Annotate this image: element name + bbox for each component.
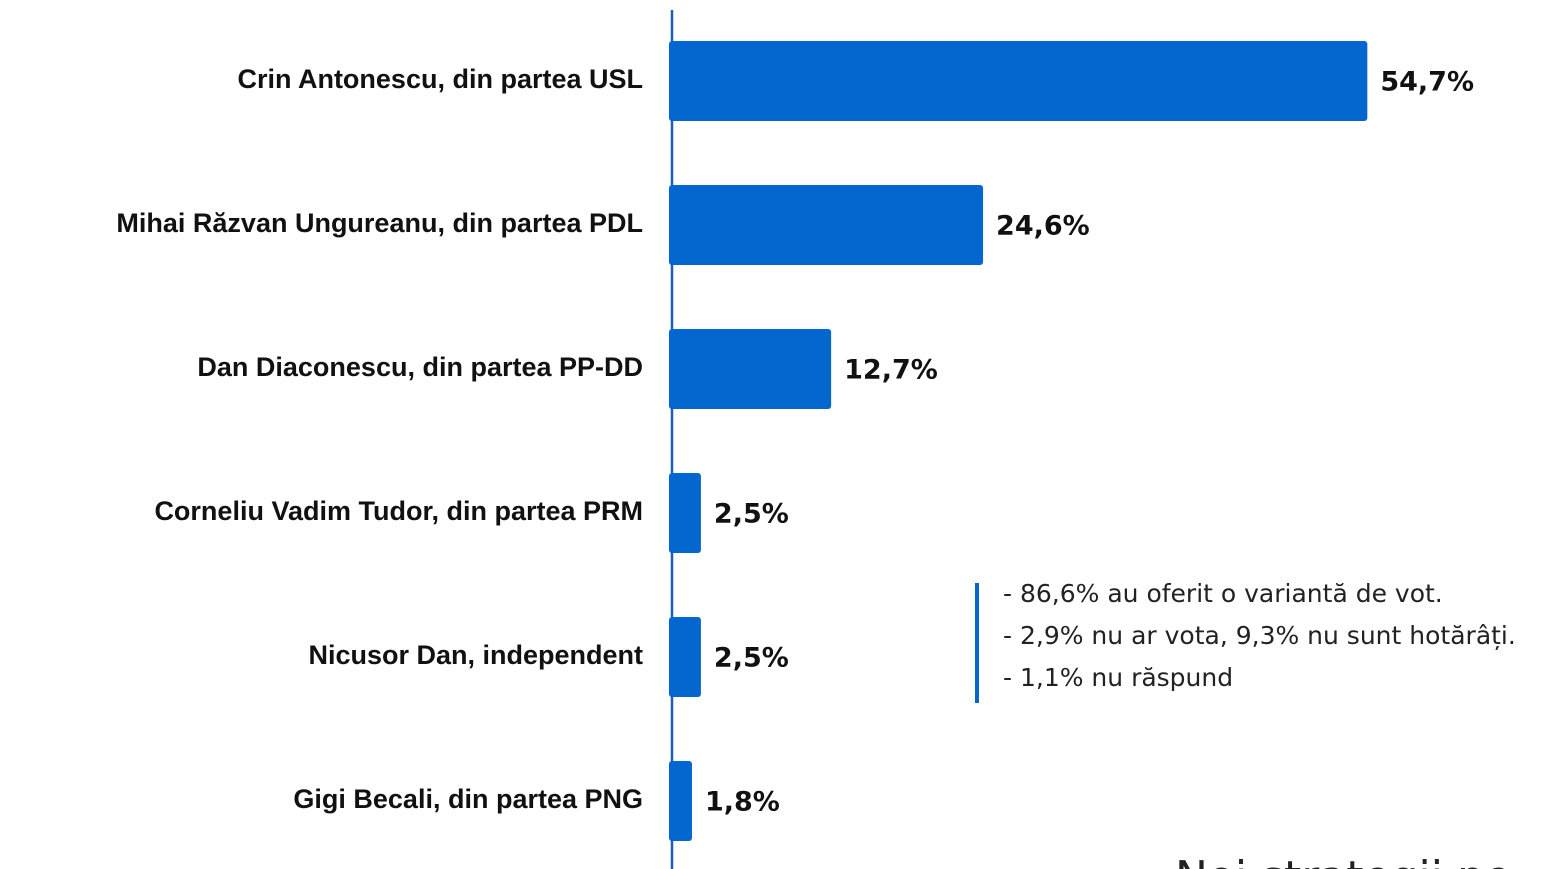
category-label: Gigi Becali, din partea PNG	[293, 784, 643, 814]
category-label: Corneliu Vadim Tudor, din partea PRM	[154, 496, 643, 526]
value-label: 54,7%	[1380, 67, 1474, 98]
value-label: 12,7%	[844, 355, 938, 386]
bar	[669, 41, 1368, 121]
category-label: Dan Diaconescu, din partea PP-DD	[197, 352, 643, 382]
footer: Noi strategii po	[1175, 852, 1512, 869]
bar	[669, 185, 984, 265]
value-label: 2,5%	[714, 643, 789, 674]
category-label: Mihai Răzvan Ungureanu, din partea PDL	[116, 208, 643, 238]
category-label: Crin Antonescu, din partea USL	[237, 64, 643, 94]
note: - 86,6% au oferit o variantă de vot.	[1003, 579, 1443, 608]
category-label: Nicusor Dan, independent	[308, 640, 643, 670]
bar	[669, 473, 701, 553]
bar	[669, 761, 692, 841]
note-marker	[975, 583, 979, 703]
note: - 2,9% nu ar vota, 9,3% nu sunt hotărâți…	[1003, 621, 1516, 650]
bar	[669, 329, 832, 409]
bar	[669, 617, 701, 697]
note: - 1,1% nu răspund	[1003, 663, 1233, 692]
value-label: 24,6%	[996, 211, 1090, 242]
value-label: 1,8%	[705, 787, 780, 818]
value-label: 2,5%	[714, 499, 789, 530]
